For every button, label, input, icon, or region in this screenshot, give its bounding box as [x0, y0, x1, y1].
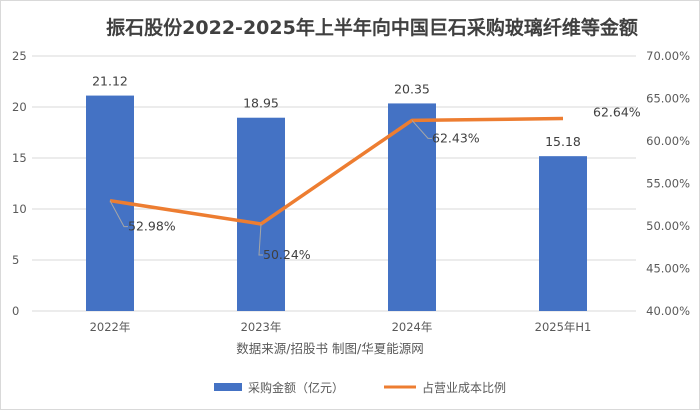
chart-title: 振石股份2022-2025年上半年向中国巨石采购玻璃纤维等金额: [106, 16, 638, 39]
axis-ticks: 0 5 10 15 20 25 40.00% 45.00% 50.00% 55.00% 60.00%…: [12, 49, 690, 334]
line-value-label: 50.24%: [263, 247, 311, 262]
right-tick-label: 65.00%: [646, 92, 690, 106]
legend-swatch-bar: [214, 383, 242, 391]
right-tick-label: 50.00%: [646, 219, 690, 233]
line-value-label: 62.64%: [593, 105, 641, 120]
right-tick-label: 40.00%: [646, 304, 690, 318]
leader-line: [411, 120, 432, 139]
right-tick-label: 45.00%: [646, 262, 690, 276]
category-label: 2022年: [90, 320, 131, 334]
legend: 采购金额（亿元） 占营业成本比例: [214, 380, 506, 395]
bar-value-label: 18.95: [243, 96, 279, 111]
right-tick-label: 70.00%: [646, 49, 690, 63]
right-tick-label: 60.00%: [646, 134, 690, 148]
left-tick-label: 10: [12, 202, 27, 216]
category-label: 2025年H1: [535, 320, 592, 334]
right-tick-label: 55.00%: [646, 177, 690, 191]
legend-label-line: 占营业成本比例: [422, 380, 506, 395]
left-tick-label: 15: [12, 151, 27, 165]
left-tick-label: 25: [12, 49, 27, 63]
bar-value-label: 15.18: [545, 134, 581, 149]
line-value-label: 62.43%: [432, 130, 480, 145]
category-label: 2024年: [392, 320, 433, 334]
ratio-polyline: [109, 116, 564, 226]
ratio-line: 52.98% 50.24% 62.43% 62.64%: [109, 105, 641, 262]
bar: [388, 103, 436, 312]
bar-value-label: 21.12: [92, 74, 128, 89]
leader-line: [258, 223, 263, 256]
legend-label-bar: 采购金额（亿元）: [248, 380, 344, 395]
bar-value-label: 20.35: [394, 81, 430, 96]
bar: [539, 156, 587, 311]
category-label: 2023年: [241, 320, 282, 334]
bars: 21.12 18.95 20.35 15.18: [86, 74, 587, 312]
left-tick-label: 0: [12, 304, 19, 318]
line-value-label: 52.98%: [128, 219, 176, 234]
source-note: 数据来源/招股书 制图/华夏能源网: [236, 341, 423, 356]
left-tick-label: 20: [12, 100, 27, 114]
leader-line: [109, 200, 128, 228]
left-tick-label: 5: [12, 253, 19, 267]
